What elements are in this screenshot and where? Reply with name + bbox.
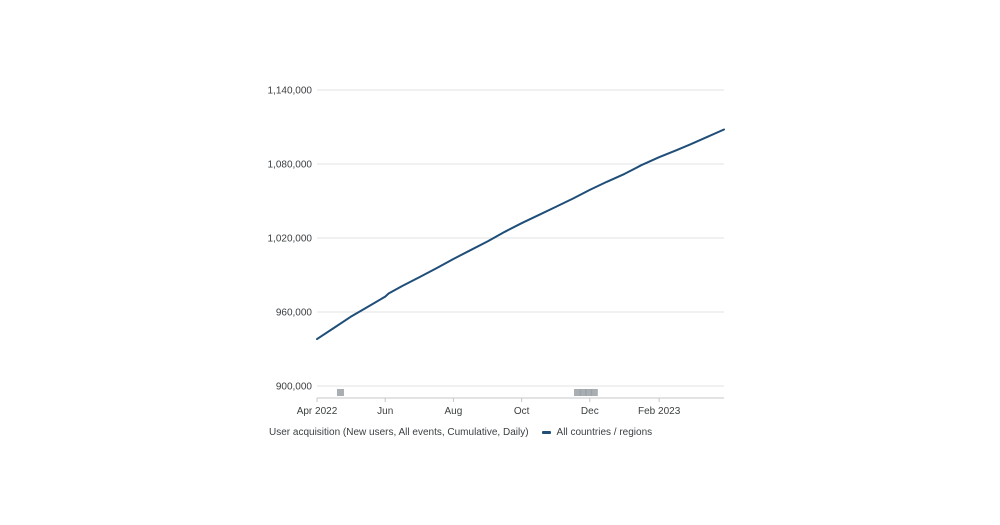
y-axis-tick-labels: 1,140,000 1,080,000 1,020,000 960,000 900,00… [268,86,313,393]
series-line[interactable] [316,128,725,341]
annotation-marker[interactable] [590,389,598,396]
gridlines [317,89,724,387]
annotation-marker[interactable] [574,389,582,396]
x-tick-label: Dec [581,406,599,417]
x-tick-label: Feb 2023 [638,406,681,417]
y-tick-label: 900,000 [276,382,313,393]
y-tick-label: 960,000 [276,308,313,319]
y-tick-label: 1,140,000 [268,86,313,97]
annotation-marker[interactable] [579,389,587,396]
legend-prefix: User acquisition (New users, All events,… [269,427,529,438]
x-tick-label: Jun [377,406,393,417]
y-tick-label: 1,020,000 [268,234,313,245]
annotation-marker[interactable] [585,389,593,396]
legend-swatch-icon [541,431,551,434]
legend: User acquisition (New users, All events,… [269,427,652,438]
legend-series-label[interactable]: All countries / regions [556,427,653,438]
x-tick-label: Aug [445,406,463,417]
y-tick-label: 1,080,000 [268,160,313,171]
series-lines [316,128,725,341]
annotation-markers [336,389,598,396]
x-tick-label: Oct [514,406,530,417]
x-tick-label: Apr 2022 [297,406,338,417]
annotation-marker[interactable] [336,389,344,396]
x-axis: Apr 2022 Jun Aug Oct Dec Feb 2023 [297,397,724,417]
